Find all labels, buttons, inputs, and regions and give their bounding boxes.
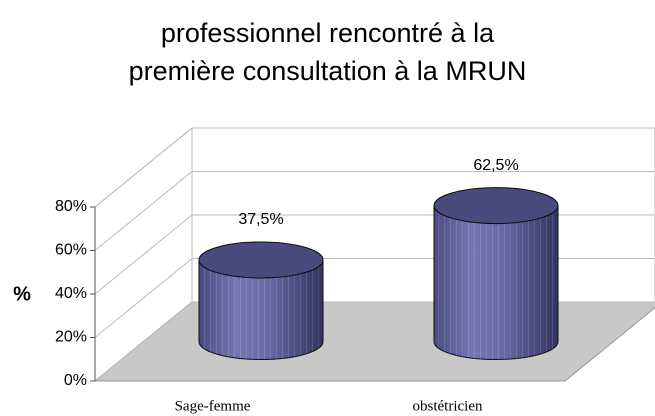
y-tick-label: 20% (55, 329, 87, 346)
chart-title: professionnel rencontré à la première co… (128, 18, 527, 86)
y-tick-label: 60% (55, 242, 87, 259)
y-tick-label: 0% (64, 372, 87, 389)
grid-line (94, 171, 655, 251)
value-label: 62,5% (473, 157, 518, 174)
y-axis-label: % (13, 283, 31, 305)
x-tick-label: obstétricien (413, 398, 483, 414)
chart-title-box: professionnel rencontré à la première co… (0, 14, 655, 90)
y-tick-label: 40% (55, 285, 87, 302)
grid-line (94, 127, 655, 208)
cylinder-stripes (199, 259, 323, 360)
cylinder-top (433, 187, 559, 225)
value-label: 37,5% (238, 211, 283, 228)
y-tick-label: 80% (55, 198, 87, 215)
x-tick-label: Sage-femme (175, 398, 251, 414)
cylinder-stripes (434, 205, 558, 360)
cylinder-top (198, 241, 324, 279)
floor (93, 301, 655, 382)
